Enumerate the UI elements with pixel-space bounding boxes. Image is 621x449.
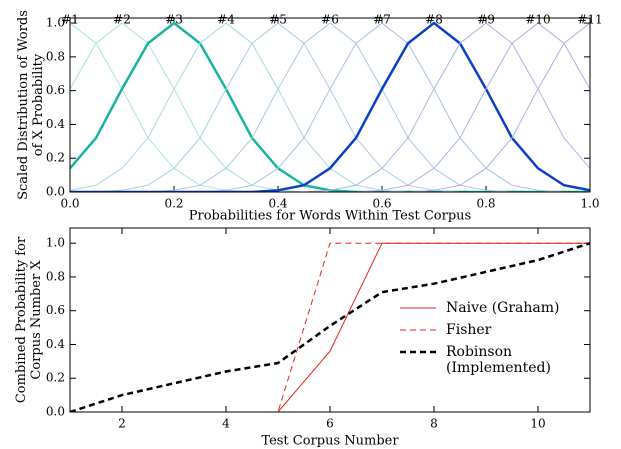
legend-swatch — [400, 350, 436, 354]
series-label: #3 — [165, 13, 183, 27]
x-tick-label: 8 — [430, 417, 438, 431]
plot-frame — [69, 17, 591, 193]
x-tick-label: 0.8 — [476, 197, 495, 211]
legend-label: Naive (Graham) — [446, 300, 560, 316]
series-line — [70, 242, 590, 412]
series-line — [70, 242, 590, 412]
legend-label: Fisher — [446, 322, 492, 338]
series-line — [70, 22, 590, 192]
series-line — [70, 22, 590, 192]
y-tick-label: 0.6 — [46, 303, 65, 317]
x-tick-label: 4 — [222, 417, 230, 431]
x-tick-label: 6 — [326, 417, 334, 431]
legend-label: Robinson (Implemented) — [446, 344, 551, 376]
series-line — [70, 22, 590, 192]
series-label: #8 — [425, 13, 443, 27]
legend-swatch — [400, 307, 436, 309]
x-tick-label: 2 — [118, 417, 126, 431]
series-label: #5 — [269, 13, 287, 27]
x-axis-title: Test Corpus Number — [261, 434, 399, 449]
series-label: #4 — [217, 13, 235, 27]
y-axis-title: Scaled Distribution of Wordsof X Probabi… — [16, 10, 46, 200]
series-label: #2 — [113, 13, 131, 27]
legend-item: Robinson (Implemented) — [398, 344, 598, 376]
legend-item: Fisher — [398, 322, 598, 338]
plot-frame — [69, 227, 591, 413]
y-tick-label: 1.0 — [46, 16, 65, 30]
y-tick-label: 0.6 — [46, 83, 65, 97]
y-tick-label: 0.0 — [46, 405, 65, 419]
y-tick-label: 0.0 — [46, 185, 65, 199]
x-axis-title: Probabilities for Words Within Test Corp… — [189, 209, 471, 224]
y-tick-label: 0.8 — [46, 49, 65, 63]
legend-item: Naive (Graham) — [398, 300, 598, 316]
x-tick-label: 0.4 — [268, 197, 287, 211]
legend: Naive (Graham) Fisher Robinson (Implemente… — [398, 300, 598, 382]
series-label: #9 — [477, 13, 495, 27]
x-tick-label: 0.0 — [60, 197, 79, 211]
y-tick-label: 0.2 — [46, 151, 65, 165]
x-tick-label: 10 — [530, 417, 545, 431]
series-label: #6 — [321, 13, 339, 27]
series-line — [70, 22, 590, 192]
y-tick-label: 0.2 — [46, 371, 65, 385]
series-line — [70, 21, 590, 192]
y-axis-title: Combined Probability forCorpus Number X — [14, 236, 44, 403]
series-label: #7 — [373, 13, 391, 27]
y-tick-label: 0.4 — [46, 337, 65, 351]
x-tick-label: 0.6 — [372, 197, 391, 211]
series-label: #10 — [525, 13, 550, 27]
series-line — [70, 22, 590, 192]
y-tick-label: 0.8 — [46, 269, 65, 283]
legend-swatch — [400, 329, 436, 331]
x-tick-label: 0.2 — [164, 197, 183, 211]
y-tick-label: 0.4 — [46, 117, 65, 131]
series-line — [70, 242, 590, 412]
y-tick-label: 1.0 — [46, 236, 65, 250]
x-tick-label: 1.0 — [580, 197, 599, 211]
series-line — [70, 22, 590, 192]
